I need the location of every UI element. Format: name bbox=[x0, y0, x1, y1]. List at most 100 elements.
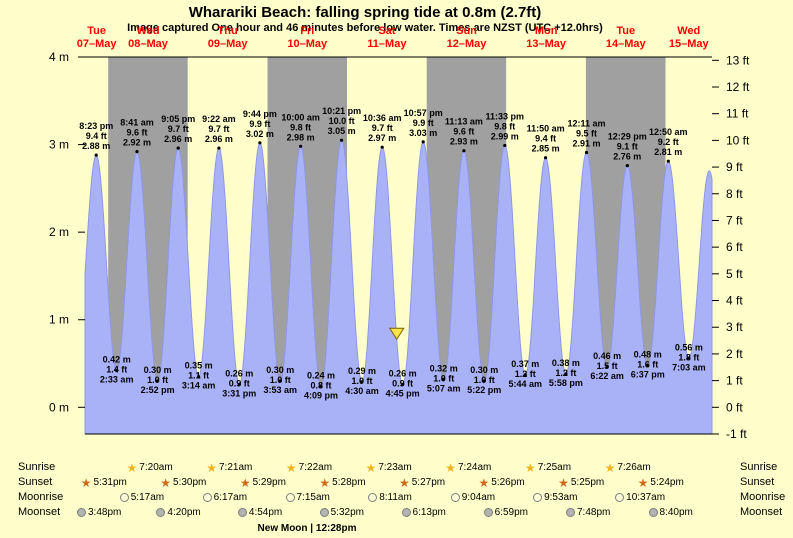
tide-extreme-label: 12:29 pm bbox=[608, 132, 647, 142]
tide-extreme-point bbox=[421, 140, 425, 144]
tide-extreme-label: 5:22 pm bbox=[467, 385, 501, 395]
sunset-entry: ★ 5:28pm bbox=[319, 476, 365, 489]
sunset-time: 5:27pm bbox=[411, 477, 446, 488]
day-label-13–May: Mon 13–May bbox=[504, 25, 588, 51]
tide-extreme-label: 9:22 am bbox=[202, 114, 236, 124]
moonrise-entry: 7:15am bbox=[285, 491, 330, 504]
sunset-time: 5:26pm bbox=[491, 477, 525, 488]
tide-extreme-label: 1.6 ft bbox=[637, 359, 658, 369]
y-axis-label-ft: 11 ft bbox=[726, 107, 749, 121]
y-axis-label-ft: 9 ft bbox=[726, 160, 743, 174]
tide-extreme-label: 5:07 am bbox=[427, 383, 461, 393]
tide-extreme-label: 0.8 ft bbox=[310, 380, 331, 390]
sunrise-time: 7:25am bbox=[537, 462, 572, 473]
moonset-row-label-left: Moonset bbox=[18, 506, 61, 518]
tide-extreme-point bbox=[482, 379, 486, 383]
sunset-time: 5:29pm bbox=[252, 477, 286, 488]
tide-extreme-label: 1.0 ft bbox=[351, 376, 372, 386]
sunrise-star-icon: ★ bbox=[365, 460, 377, 475]
tide-extreme-label: 11:33 pm bbox=[486, 112, 525, 122]
day-label-14–May: Tue 14–May bbox=[584, 25, 668, 51]
moonset-entry: 8:40pm bbox=[648, 506, 693, 519]
sunrise-row-label-right: Sunrise bbox=[740, 461, 778, 473]
moonset-entry: 7:48pm bbox=[566, 506, 610, 519]
y-axis-label-ft: 10 ft bbox=[726, 133, 750, 147]
tide-extreme-point bbox=[278, 379, 282, 383]
moonset-time: 7:48pm bbox=[577, 507, 611, 518]
sunset-star-icon: ★ bbox=[398, 475, 410, 490]
sunset-entry: ★ 5:26pm bbox=[479, 476, 525, 489]
moonrise-icon bbox=[202, 493, 212, 502]
y-axis-label-ft: 1 ft bbox=[726, 374, 743, 388]
tide-extreme-label: 2.93 m bbox=[450, 137, 478, 147]
sunset-time: 5:28pm bbox=[332, 477, 366, 488]
tide-extreme-point bbox=[687, 356, 691, 360]
tide-extreme-label: 0.46 m bbox=[593, 351, 621, 361]
tide-extreme-label: 3.02 m bbox=[246, 129, 274, 139]
tide-extreme-label: 4:30 am bbox=[345, 386, 379, 396]
tide-extreme-label: 0.24 m bbox=[307, 370, 335, 380]
sunset-time: 5:31pm bbox=[93, 477, 127, 488]
tide-extreme-label: 0.32 m bbox=[430, 363, 458, 373]
moonset-time: 3:48pm bbox=[88, 507, 122, 518]
moonrise-row-label-left: Moonrise bbox=[18, 491, 64, 503]
tide-extreme-label: 9.9 ft bbox=[413, 118, 434, 128]
tide-extreme-label: 9.4 ft bbox=[535, 134, 556, 144]
sunrise-star-icon: ★ bbox=[524, 460, 536, 475]
sunrise-entry: ★ 7:20am bbox=[127, 461, 173, 474]
y-axis-label-ft: 8 ft bbox=[726, 187, 743, 201]
tide-extreme-point bbox=[625, 164, 629, 168]
moonset-icon bbox=[566, 508, 575, 517]
day-weekday: Tue bbox=[87, 25, 106, 37]
tide-extreme-point bbox=[646, 363, 650, 367]
sunrise-entry: ★ 7:21am bbox=[206, 461, 252, 474]
moonrise-icon bbox=[285, 493, 295, 502]
moonset-icon bbox=[156, 508, 166, 517]
day-date: 09–May bbox=[207, 38, 248, 50]
tide-extreme-point bbox=[258, 141, 262, 145]
moonset-entry: 6:59pm bbox=[483, 506, 528, 519]
tide-extreme-point bbox=[156, 379, 160, 383]
chart-subtitle: Image captured One hour and 46 minutes b… bbox=[127, 22, 603, 34]
moonset-time: 5:32pm bbox=[330, 507, 364, 518]
sunset-time: 5:25pm bbox=[570, 477, 605, 488]
moonset-icon bbox=[319, 508, 329, 517]
sunrise-star-icon: ★ bbox=[206, 460, 217, 475]
sunrise-entry: ★ 7:25am bbox=[525, 461, 571, 474]
sunset-star-icon: ★ bbox=[319, 475, 331, 490]
tide-extreme-label: 9.9 ft bbox=[249, 119, 270, 129]
sunset-star-icon: ★ bbox=[239, 475, 251, 490]
day-weekday: Wed bbox=[677, 25, 701, 37]
tide-extreme-label: 6:22 am bbox=[590, 371, 624, 381]
sunrise-time: 7:24am bbox=[458, 462, 492, 473]
moonset-entry: 6:13pm bbox=[401, 506, 446, 519]
tide-extreme-point bbox=[340, 138, 344, 142]
sunrise-entry: ★ 7:22am bbox=[286, 461, 332, 474]
moonrise-time: 10:37am bbox=[626, 492, 666, 503]
tide-extreme-point bbox=[380, 145, 384, 149]
day-date: 13–May bbox=[526, 38, 566, 50]
tide-extreme-label: 0.26 m bbox=[389, 369, 417, 379]
day-label-15–May: Wed 15–May bbox=[647, 25, 731, 51]
tide-extreme-label: 9:44 pm bbox=[243, 109, 277, 119]
tide-extreme-label: 9.7 ft bbox=[372, 123, 393, 133]
sunrise-time: 7:20am bbox=[139, 462, 173, 473]
moonrise-entry: 8:11am bbox=[368, 491, 412, 504]
y-axis-label-m: 4 m bbox=[49, 50, 69, 64]
tide-extreme-label: 3:31 pm bbox=[222, 389, 256, 399]
sunset-row-label-left: Sunset bbox=[18, 476, 53, 488]
moonrise-entry: 9:04am bbox=[450, 491, 495, 504]
day-date: 15–May bbox=[668, 38, 709, 50]
moonset-time: 4:20pm bbox=[167, 507, 201, 518]
tide-extreme-label: 5:44 am bbox=[509, 379, 543, 389]
sunset-star-icon: ★ bbox=[478, 475, 490, 490]
moonrise-icon bbox=[533, 493, 543, 502]
day-date: 11–May bbox=[367, 38, 407, 50]
day-date: 08–May bbox=[128, 38, 168, 50]
sunset-star-icon: ★ bbox=[80, 475, 92, 490]
sunrise-time: 7:26am bbox=[617, 462, 651, 473]
tide-extreme-label: 2.92 m bbox=[123, 138, 151, 148]
tide-extreme-label: 9.1 ft bbox=[617, 142, 638, 152]
day-label-12–May: Sun 12–May bbox=[425, 25, 509, 51]
y-axis-label-ft: 4 ft bbox=[726, 294, 743, 308]
